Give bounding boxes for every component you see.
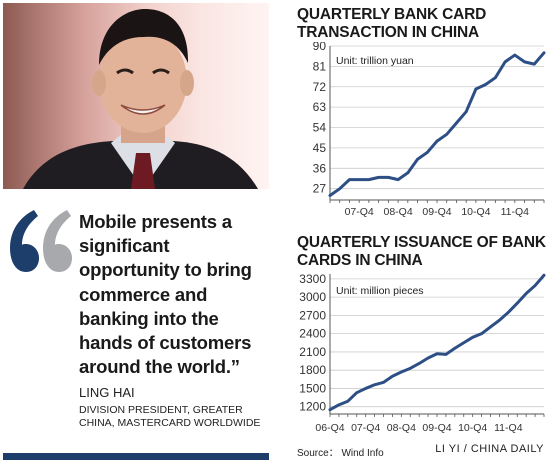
y-tick-label: 1200 bbox=[299, 400, 326, 414]
data-point bbox=[453, 347, 457, 350]
data-point bbox=[346, 400, 350, 403]
data-point bbox=[416, 158, 419, 161]
data-point bbox=[435, 352, 439, 355]
chart-1: 27 36 45 54 63 72 81 90 07-Q4 08-Q4 09-Q4 10-Q4 11-Q… bbox=[313, 42, 546, 218]
source-note: Source： Wind Info bbox=[297, 448, 384, 459]
y-tick-label: 90 bbox=[313, 42, 327, 53]
data-point bbox=[338, 187, 341, 190]
x-tick-label: 06-Q4 bbox=[315, 422, 344, 434]
x-tick-label: 11-Q4 bbox=[501, 206, 530, 218]
data-point bbox=[426, 356, 430, 360]
data-point bbox=[542, 51, 546, 54]
data-point bbox=[513, 53, 517, 57]
chart-2-title: QUARTERLY ISSUANCE OF BANK CARDS IN CHIN… bbox=[297, 234, 546, 269]
x-tick-label: 10-Q4 bbox=[461, 206, 490, 218]
y-tick-label: 63 bbox=[313, 100, 327, 114]
data-point bbox=[377, 176, 380, 179]
data-point bbox=[445, 133, 448, 136]
y-tick-label: 2700 bbox=[299, 308, 326, 322]
accent-bar bbox=[3, 453, 269, 460]
chart-1-title: QUARTERLY BANK CARD TRANSACTION IN CHINA bbox=[297, 6, 487, 41]
x-tick-label: 10-Q4 bbox=[458, 422, 487, 434]
speaker-name: LING HAI bbox=[79, 385, 135, 400]
data-point bbox=[417, 362, 421, 365]
data-point bbox=[373, 383, 376, 386]
data-point bbox=[533, 62, 536, 66]
data-point bbox=[348, 178, 351, 181]
data-point bbox=[516, 302, 519, 305]
y-tick-label: 45 bbox=[313, 141, 327, 155]
y-tick-label: 36 bbox=[313, 161, 327, 175]
data-point bbox=[357, 178, 361, 181]
data-point bbox=[533, 284, 537, 287]
x-tick-label: 08-Q4 bbox=[387, 422, 416, 434]
y-tick-label: 3000 bbox=[299, 290, 326, 304]
data-point bbox=[524, 292, 528, 295]
data-point bbox=[328, 194, 332, 197]
speaker-photo bbox=[3, 3, 269, 189]
data-point bbox=[444, 353, 448, 356]
data-point bbox=[435, 139, 439, 143]
data-point bbox=[396, 178, 400, 181]
x-tick-label: 09-Q4 bbox=[422, 206, 451, 218]
data-point bbox=[474, 87, 478, 91]
data-point bbox=[471, 336, 474, 339]
data-point bbox=[542, 274, 546, 277]
data-point bbox=[337, 403, 341, 407]
x-tick-label: 11-Q4 bbox=[494, 422, 523, 434]
x-tick-label: 07-Q4 bbox=[351, 422, 380, 434]
y-tick-label: 1800 bbox=[299, 363, 326, 377]
x-tick-label: 09-Q4 bbox=[422, 422, 451, 434]
quotation-mark-icon bbox=[10, 210, 72, 272]
credit-line: LI YI / CHINA DAILY bbox=[435, 443, 544, 455]
y-tick-label: 72 bbox=[313, 80, 327, 94]
unit-label: Unit: trillion yuan bbox=[336, 55, 414, 67]
data-point bbox=[494, 76, 497, 79]
data-point bbox=[507, 311, 510, 314]
y-tick-label: 2400 bbox=[299, 327, 326, 341]
data-point bbox=[503, 60, 507, 64]
data-point bbox=[364, 387, 367, 390]
y-tick-label: 54 bbox=[313, 121, 327, 135]
y-tick-label: 2100 bbox=[299, 345, 326, 359]
x-tick-label: 08-Q4 bbox=[383, 206, 412, 218]
data-point bbox=[409, 367, 412, 370]
data-point bbox=[387, 176, 390, 179]
data-point bbox=[406, 171, 410, 175]
unit-label: Unit: million pieces bbox=[336, 285, 424, 297]
quote-text: Mobile presents a significant opportunit… bbox=[79, 211, 252, 378]
y-tick-label: 1500 bbox=[299, 381, 326, 395]
x-tick-label: 07-Q4 bbox=[345, 206, 374, 218]
data-point bbox=[328, 408, 332, 411]
data-point bbox=[523, 60, 526, 64]
y-tick-label: 3300 bbox=[299, 272, 326, 286]
data-point bbox=[484, 83, 487, 86]
data-point bbox=[480, 332, 483, 335]
speaker-title: DIVISION PRESIDENT, GREATER CHINA, MASTE… bbox=[79, 404, 261, 429]
data-point bbox=[498, 319, 501, 322]
chart-2: 1200 1500 1800 2100 2400 2700 3000 3300 06-Q4 07-… bbox=[299, 272, 546, 434]
y-tick-label: 27 bbox=[313, 182, 327, 196]
data-point bbox=[400, 370, 403, 374]
series-line bbox=[328, 51, 546, 197]
data-point bbox=[382, 381, 385, 384]
data-point bbox=[355, 391, 358, 394]
data-point bbox=[367, 178, 371, 181]
data-point bbox=[455, 121, 458, 125]
data-point bbox=[464, 110, 468, 113]
y-tick-label: 81 bbox=[313, 59, 327, 73]
data-point bbox=[426, 151, 429, 154]
data-point bbox=[462, 341, 465, 344]
data-point bbox=[391, 375, 394, 378]
data-point bbox=[489, 325, 492, 329]
